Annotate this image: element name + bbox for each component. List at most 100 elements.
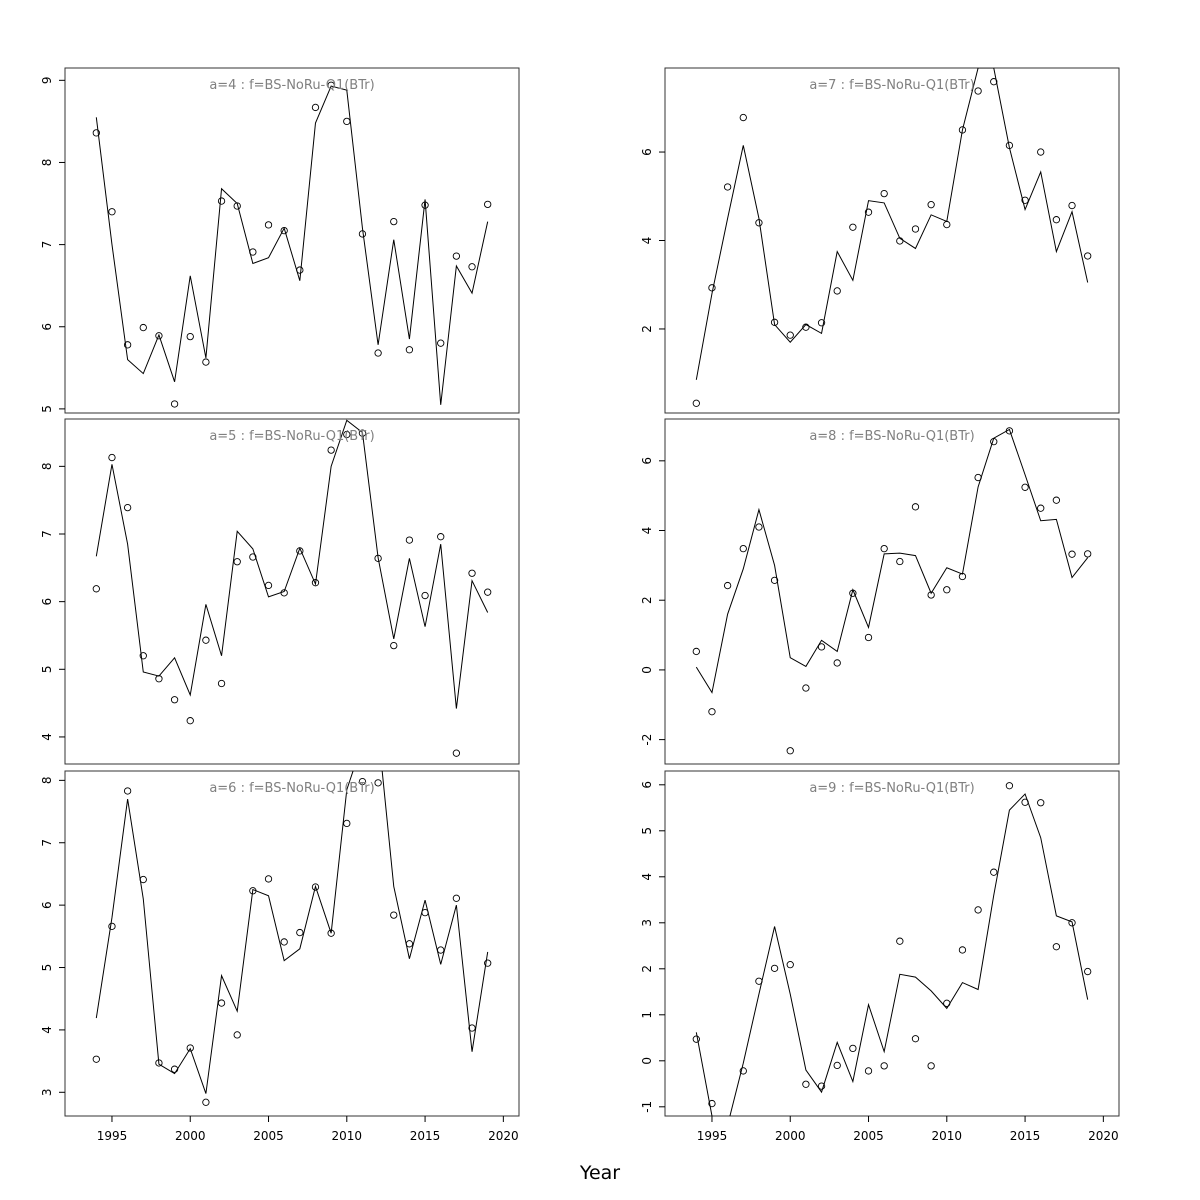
observed-point xyxy=(405,940,414,948)
observed-point xyxy=(343,430,351,439)
observed-point xyxy=(437,339,445,347)
plot-area xyxy=(692,68,1092,407)
plot-area xyxy=(92,771,492,1106)
observed-point xyxy=(296,928,304,937)
panel-2: 2 4 6 a=7 : f=BS-NoRu-Q1(BTr) xyxy=(640,67,1120,414)
y-tick-label: 2 xyxy=(640,325,654,333)
observed-point xyxy=(186,332,194,341)
observed-point xyxy=(390,911,398,919)
observed-point xyxy=(437,533,445,541)
observed-point xyxy=(786,747,794,755)
observed-point xyxy=(484,588,492,596)
observed-point xyxy=(1052,216,1061,224)
observed-point xyxy=(311,579,320,587)
observed-point xyxy=(723,183,732,191)
y-tick-label: 6 xyxy=(40,901,54,909)
y-tick-label: 4 xyxy=(640,527,654,535)
observed-point xyxy=(1084,252,1092,260)
observed-point xyxy=(692,1035,700,1043)
fitted-line xyxy=(95,85,489,405)
panel-3: 4 5 6 7 8 a=5 : f=BS-NoRu-Q1(BTr) xyxy=(40,418,520,765)
y-tick-label: 6 xyxy=(40,598,54,606)
observed-point xyxy=(880,1062,888,1070)
observed-point xyxy=(92,129,100,137)
observed-point xyxy=(1084,967,1092,976)
plot-area xyxy=(92,81,492,408)
observed-point xyxy=(770,318,779,326)
x-tick-label: 2010 xyxy=(932,1129,963,1143)
observed-point xyxy=(927,591,935,599)
observed-point xyxy=(911,503,920,511)
observed-point xyxy=(911,1035,920,1043)
plot-area xyxy=(692,427,1092,755)
observed-point xyxy=(1052,496,1061,504)
observed-point xyxy=(358,777,367,786)
x-tick-label: 2015 xyxy=(1010,1129,1041,1143)
observed-point xyxy=(249,553,257,561)
observed-point xyxy=(217,197,226,205)
observed-point xyxy=(468,1024,476,1032)
observed-point xyxy=(452,894,461,902)
observed-point xyxy=(1021,196,1029,204)
observed-point xyxy=(123,787,132,795)
observed-point xyxy=(1021,483,1029,491)
x-axis-label: Year xyxy=(579,1162,620,1184)
panel-frame xyxy=(664,67,1120,414)
y-tick-label: 6 xyxy=(640,457,654,465)
observed-point xyxy=(802,1080,810,1088)
panel-frame xyxy=(664,770,1120,1117)
x-tick-label: 2000 xyxy=(175,1129,206,1143)
observed-point xyxy=(186,717,194,725)
observed-point xyxy=(390,641,398,650)
observed-point xyxy=(1037,504,1045,512)
observed-point xyxy=(770,964,779,972)
observed-point xyxy=(468,263,476,271)
panel-frame xyxy=(64,67,520,414)
observed-point xyxy=(139,323,147,332)
observed-point xyxy=(170,696,179,704)
y-tick-label: 6 xyxy=(640,781,654,789)
observed-point xyxy=(1005,782,1014,790)
observed-point xyxy=(692,647,700,656)
observed-point xyxy=(864,1067,873,1075)
y-tick-label: 7 xyxy=(40,530,54,538)
observed-point xyxy=(943,586,951,594)
observed-point xyxy=(896,937,904,945)
observed-point xyxy=(943,220,951,229)
y-tick-label: 5 xyxy=(40,665,54,673)
observed-point xyxy=(202,636,210,644)
panel-5: 3 4 5 6 7 8 1995 2000 2005 2010 2015 2020 a=6 : f=BS… xyxy=(40,770,520,1143)
observed-point xyxy=(974,906,982,914)
fitted-line xyxy=(695,428,1089,694)
observed-point xyxy=(849,223,857,231)
observed-point xyxy=(452,749,461,757)
observed-point xyxy=(770,576,779,584)
y-tick-label: 0 xyxy=(640,666,654,674)
observed-point xyxy=(217,679,226,688)
observed-point xyxy=(833,659,841,667)
observed-point xyxy=(108,922,116,930)
observed-point xyxy=(343,117,351,126)
observed-point xyxy=(1068,201,1076,210)
x-tick-label: 2010 xyxy=(332,1129,363,1143)
y-tick-label: 1 xyxy=(640,1011,654,1019)
observed-point xyxy=(437,946,445,954)
observed-point xyxy=(708,284,716,292)
plot-area xyxy=(92,419,492,757)
panel-6: -1 0 1 2 3 4 5 6 1995 2000 2005 2010 2015 2020 a=9 : f… xyxy=(640,770,1120,1143)
y-tick-label: 5 xyxy=(40,405,54,413)
observed-point xyxy=(123,503,132,512)
observed-point xyxy=(374,779,382,787)
observed-point xyxy=(452,252,461,260)
observed-point xyxy=(817,319,826,327)
observed-point xyxy=(311,103,320,112)
observed-point xyxy=(233,202,241,210)
panel-title: a=4 : f=BS-NoRu-Q1(BTr) xyxy=(209,78,374,93)
y-tick-label: -2 xyxy=(640,734,654,746)
observed-point xyxy=(468,569,476,577)
observed-point xyxy=(739,1067,747,1075)
panel-title: a=9 : f=BS-NoRu-Q1(BTr) xyxy=(809,781,974,796)
observed-point xyxy=(911,225,920,233)
observed-point xyxy=(864,633,873,642)
